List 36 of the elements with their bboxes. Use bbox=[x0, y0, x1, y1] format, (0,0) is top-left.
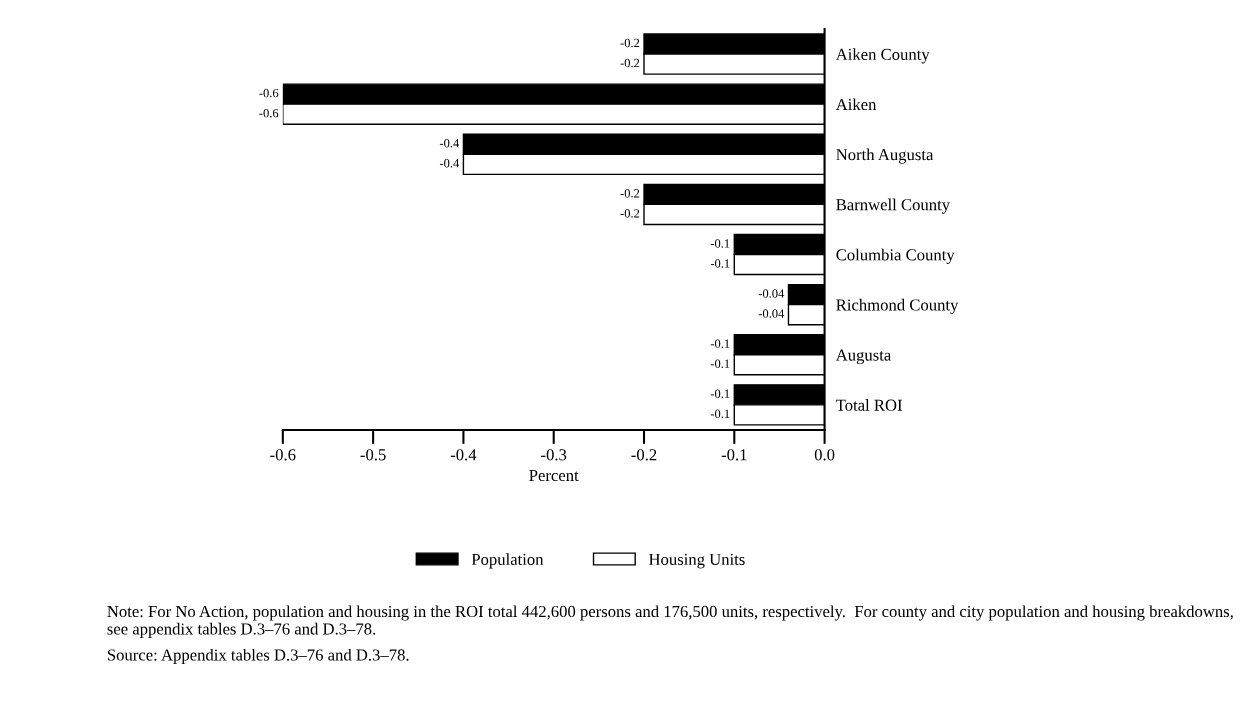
data-label: -0.1 bbox=[710, 389, 730, 399]
x-axis-title: Percent bbox=[529, 470, 579, 482]
x-tick-label: -0.5 bbox=[360, 449, 386, 461]
data-label: -0.1 bbox=[710, 359, 730, 368]
legend-label: Housing Units bbox=[649, 553, 745, 569]
y-tick-label: Barnwell County bbox=[836, 198, 950, 214]
data-label: -0.4 bbox=[439, 138, 460, 148]
y-tick-label: Aiken bbox=[835, 98, 877, 111]
x-tick-label: -0.1 bbox=[721, 449, 747, 461]
data-label: -0.04 bbox=[758, 309, 785, 318]
x-tick-label: -0.3 bbox=[541, 449, 567, 461]
text: Note: For No Action, population and housing in the ROI total 442,600 persons and 176,500 units, respectively. For county and city population and housing breakdowns, see appendix tables D.3–76 and D.3–78. bbox=[107, 605, 1233, 638]
data-label: -0.2 bbox=[620, 58, 640, 68]
y-tick-label: Richmond County bbox=[836, 298, 959, 315]
x-tick-label: -0.2 bbox=[631, 449, 657, 461]
y-tick-label: North Augusta bbox=[836, 148, 934, 164]
x-tick-label: 0.0 bbox=[814, 449, 835, 461]
data-label: -0.1 bbox=[710, 259, 730, 268]
y-tick-label: Columbia County bbox=[836, 248, 955, 264]
source-note: Source: Appendix tables D.3–76 and D.3–78. bbox=[107, 648, 409, 664]
data-label: -0.6 bbox=[259, 88, 279, 98]
data-label: -0.04 bbox=[758, 289, 785, 298]
data-label: -0.1 bbox=[710, 339, 730, 348]
y-tick-label: Total ROI bbox=[836, 399, 902, 411]
data-label: -0.2 bbox=[620, 38, 640, 48]
data-label: -0.2 bbox=[620, 209, 640, 218]
data-label: -0.4 bbox=[439, 159, 460, 168]
x-tick-label: -0.6 bbox=[270, 449, 296, 461]
legend-label: Population bbox=[471, 553, 544, 569]
x-tick-label: -0.4 bbox=[450, 449, 477, 461]
data-label: -0.1 bbox=[710, 239, 730, 248]
data-label: -0.2 bbox=[620, 189, 640, 198]
data-label: -0.6 bbox=[259, 108, 279, 118]
data-label: -0.1 bbox=[710, 409, 730, 419]
y-tick-label: Aiken County bbox=[835, 48, 930, 64]
y-tick-label: Augusta bbox=[835, 349, 892, 365]
